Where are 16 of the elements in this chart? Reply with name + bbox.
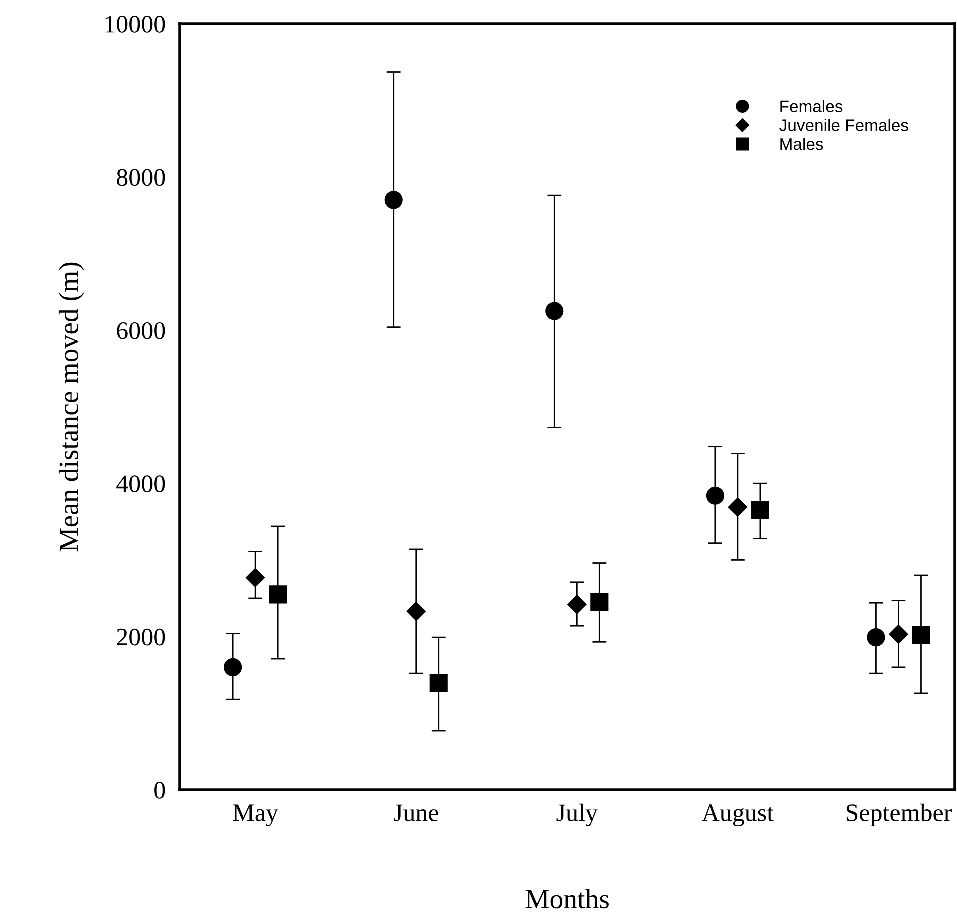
x-tick-label: June	[394, 804, 438, 822]
legend-label: Females	[780, 100, 843, 113]
y-tick-label: 2000	[117, 628, 166, 646]
y-tick-label: 8000	[117, 169, 166, 186]
y-tick-label: 0	[154, 782, 166, 799]
x-tick-label: July	[556, 804, 598, 827]
y-axis-title: Mean distance moved (m)	[58, 262, 84, 552]
legend-label: Juvenile Females	[780, 119, 908, 132]
x-tick-label: September	[846, 804, 952, 827]
legend-label: Males	[780, 138, 824, 150]
x-tick-label: May	[233, 804, 278, 827]
y-tick-label: 6000	[117, 322, 166, 340]
y-tick-label: 4000	[116, 476, 166, 493]
x-tick-label: August	[702, 804, 774, 827]
x-axis-title: Months	[526, 889, 609, 909]
y-tick-label: 10000	[106, 16, 166, 33]
